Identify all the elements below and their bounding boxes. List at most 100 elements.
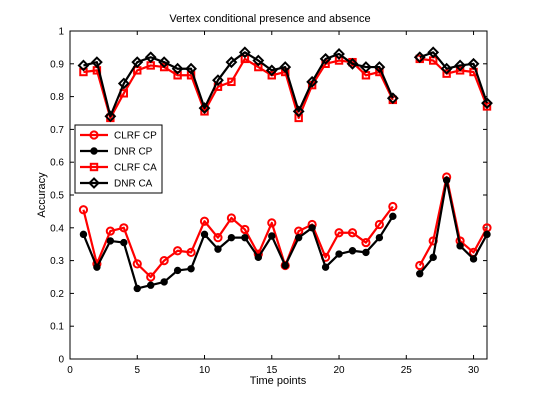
- data-point: [252, 54, 265, 67]
- y-tick-label: 0.7: [50, 125, 64, 136]
- data-point: [241, 233, 249, 242]
- data-point: [373, 61, 386, 73]
- x-tick-label: 10: [199, 365, 211, 376]
- data-point: [319, 52, 332, 65]
- data-point: [132, 259, 142, 269]
- data-point: [226, 213, 237, 223]
- data-point: [442, 69, 451, 78]
- data-point: [105, 226, 115, 236]
- data-point: [93, 263, 101, 271]
- data-point: [333, 48, 345, 60]
- data-point: [321, 263, 330, 271]
- series-group: [77, 46, 493, 293]
- data-point: [362, 248, 370, 257]
- axis-ticks: 0 5 10 15 20 25 30 0 0.1 0.2 0.3 0.4 0.5 0.6 0.7 0.8 0.9…: [50, 27, 487, 376]
- data-point: [227, 77, 236, 87]
- plot-area: [69, 30, 488, 360]
- data-point: [131, 56, 144, 69]
- data-point: [265, 64, 278, 77]
- data-point: [225, 56, 238, 69]
- x-tick-label: 0: [67, 365, 73, 376]
- data-point: [268, 232, 276, 240]
- legend-label: CLRF CP: [114, 131, 157, 142]
- y-tick-label: 0.6: [50, 158, 64, 169]
- legend-label: DNR CP: [114, 147, 153, 158]
- data-point: [335, 250, 343, 258]
- series-0: [78, 172, 492, 282]
- data-point: [292, 105, 305, 118]
- data-point: [416, 270, 424, 278]
- data-point: [147, 281, 155, 289]
- y-tick-label: 0.2: [50, 289, 64, 300]
- data-point: [334, 228, 344, 238]
- data-point: [347, 228, 358, 238]
- data-point: [212, 74, 224, 87]
- data-point: [144, 51, 157, 64]
- legend-entry: DNR CP: [80, 147, 153, 158]
- series-3: [77, 46, 493, 123]
- y-tick-label: 0.1: [50, 322, 64, 333]
- data-point: [386, 92, 399, 105]
- data-point: [200, 230, 209, 239]
- y-axis-label: Accuracy: [36, 172, 48, 218]
- data-point: [117, 77, 130, 90]
- legend-marker: [88, 177, 100, 189]
- x-tick-label: 5: [134, 365, 140, 376]
- data-point: [185, 62, 197, 75]
- data-point: [294, 233, 303, 242]
- data-point: [171, 62, 184, 75]
- data-point: [467, 57, 480, 70]
- legend-label: DNR CA: [114, 179, 153, 190]
- data-point: [213, 233, 223, 243]
- data-point: [415, 260, 425, 271]
- data-point: [346, 57, 359, 70]
- data-point: [454, 59, 467, 72]
- data-point: [78, 205, 89, 215]
- legend-entry: CLRF CA: [80, 163, 157, 174]
- data-point: [429, 253, 437, 262]
- y-tick-label: 0.8: [50, 92, 64, 103]
- data-point: [482, 102, 492, 111]
- chart-title: Vertex conditional presence and absence: [169, 13, 370, 25]
- data-point: [456, 242, 464, 250]
- data-point: [348, 247, 357, 255]
- data-point: [173, 246, 183, 256]
- data-point: [159, 256, 169, 266]
- legend-marker: [90, 147, 98, 155]
- data-point: [119, 223, 129, 233]
- data-point: [77, 59, 90, 72]
- x-tick-label: 25: [401, 365, 413, 376]
- y-tick-label: 0.3: [50, 256, 64, 267]
- y-tick-label: 0: [58, 355, 64, 366]
- data-point: [227, 233, 236, 242]
- x-tick-label: 30: [468, 365, 480, 376]
- data-point: [79, 230, 88, 239]
- data-point: [375, 233, 384, 242]
- data-point: [455, 66, 465, 75]
- data-point: [146, 272, 156, 282]
- legend: CLRF CP DNR CP CLRF CA DNR CA: [74, 124, 163, 194]
- data-point: [374, 219, 384, 230]
- data-point: [427, 46, 440, 59]
- data-point: [413, 51, 426, 64]
- data-point: [361, 237, 371, 248]
- data-point: [267, 218, 277, 228]
- data-point: [440, 62, 453, 75]
- x-tick-label: 20: [333, 365, 345, 376]
- series-line: [419, 51, 489, 104]
- data-point: [159, 62, 169, 72]
- data-point: [120, 238, 128, 247]
- data-point: [469, 255, 478, 263]
- data-point: [158, 56, 171, 69]
- legend-marker: [89, 130, 99, 140]
- data-point: [483, 230, 491, 239]
- data-point: [173, 266, 182, 275]
- data-point: [104, 110, 117, 123]
- data-point: [133, 284, 141, 293]
- legend-label: CLRF CA: [114, 163, 157, 174]
- legend-entry: DNR CA: [80, 177, 153, 190]
- data-point: [388, 201, 398, 212]
- data-point: [267, 71, 276, 80]
- y-tick-label: 1: [58, 27, 64, 38]
- data-point: [90, 56, 103, 69]
